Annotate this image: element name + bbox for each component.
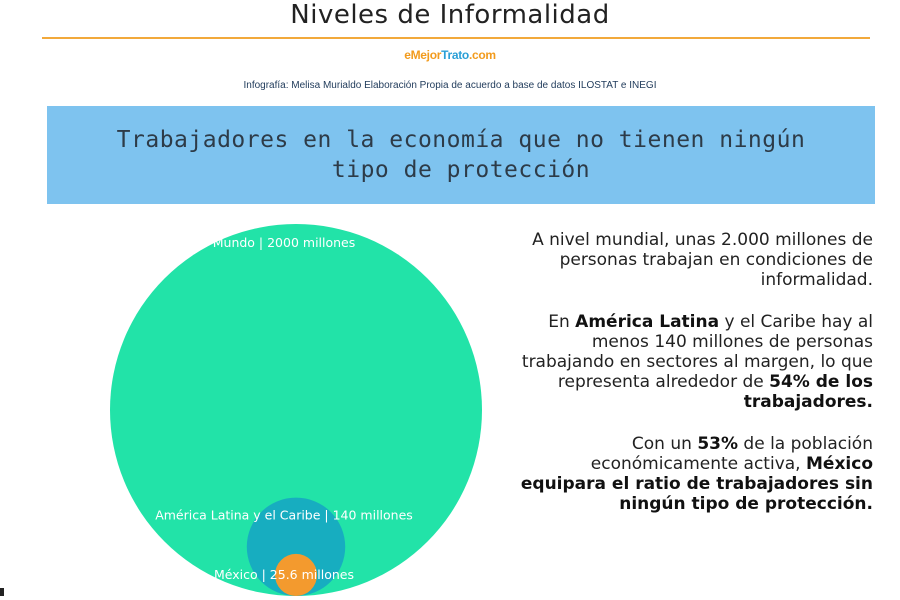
brand-part-b: Trato (441, 48, 469, 62)
paragraph-latam: En América Latina y el Caribe hay al men… (505, 312, 873, 412)
bubble-chart: Mundo | 2000 millones América Latina y el… (110, 224, 482, 596)
page-title: Niveles de Informalidad (290, 0, 610, 30)
bubble-label-am-rica-latina-y-el-caribe: América Latina y el Caribe | 140 millone… (155, 507, 413, 522)
bubble-am-rica-latina-y-el-caribe (246, 497, 346, 596)
latam-text-2: y el Caribe hay al menos 140 millones de… (521, 312, 873, 392)
bubble-label-mundo: Mundo | 2000 millones (213, 235, 356, 250)
latam-bold-2: 54% de los trabajadores. (743, 372, 873, 412)
paragraph-world: A nivel mundial, unas 2.000 millones de … (532, 230, 873, 290)
brand-logo[interactable]: eMejorTrato.com (0, 48, 900, 62)
bubble-m-xico (274, 553, 318, 596)
brand-part-a: eMejor (404, 48, 442, 62)
bubble-mundo (110, 224, 482, 596)
subtitle-banner: Trabajadores en la economía que no tiene… (47, 106, 875, 204)
mexico-text-2: de la población económicamente activa, (590, 434, 873, 474)
description-column: A nivel mundial, unas 2.000 millones de … (505, 230, 873, 536)
latam-bold-1: América Latina (575, 312, 720, 332)
banner-text: Trabajadores en la economía que no tiene… (116, 127, 806, 183)
bubble-label-m-xico: México | 25.6 millones (214, 567, 354, 582)
corner-mark (0, 588, 4, 596)
title-divider (42, 37, 870, 39)
source-credit: Infografía: Melisa Murialdo Elaboración … (243, 80, 657, 91)
latam-text-1: En (548, 312, 576, 332)
brand-part-c: .com (468, 48, 496, 62)
mexico-bold-1: 53% (697, 434, 739, 454)
mexico-text-1: Con un (631, 434, 698, 454)
mexico-bold-2: México equipara el ratio de trabajadores… (520, 454, 873, 514)
paragraph-mexico: Con un 53% de la población económicament… (505, 434, 873, 514)
